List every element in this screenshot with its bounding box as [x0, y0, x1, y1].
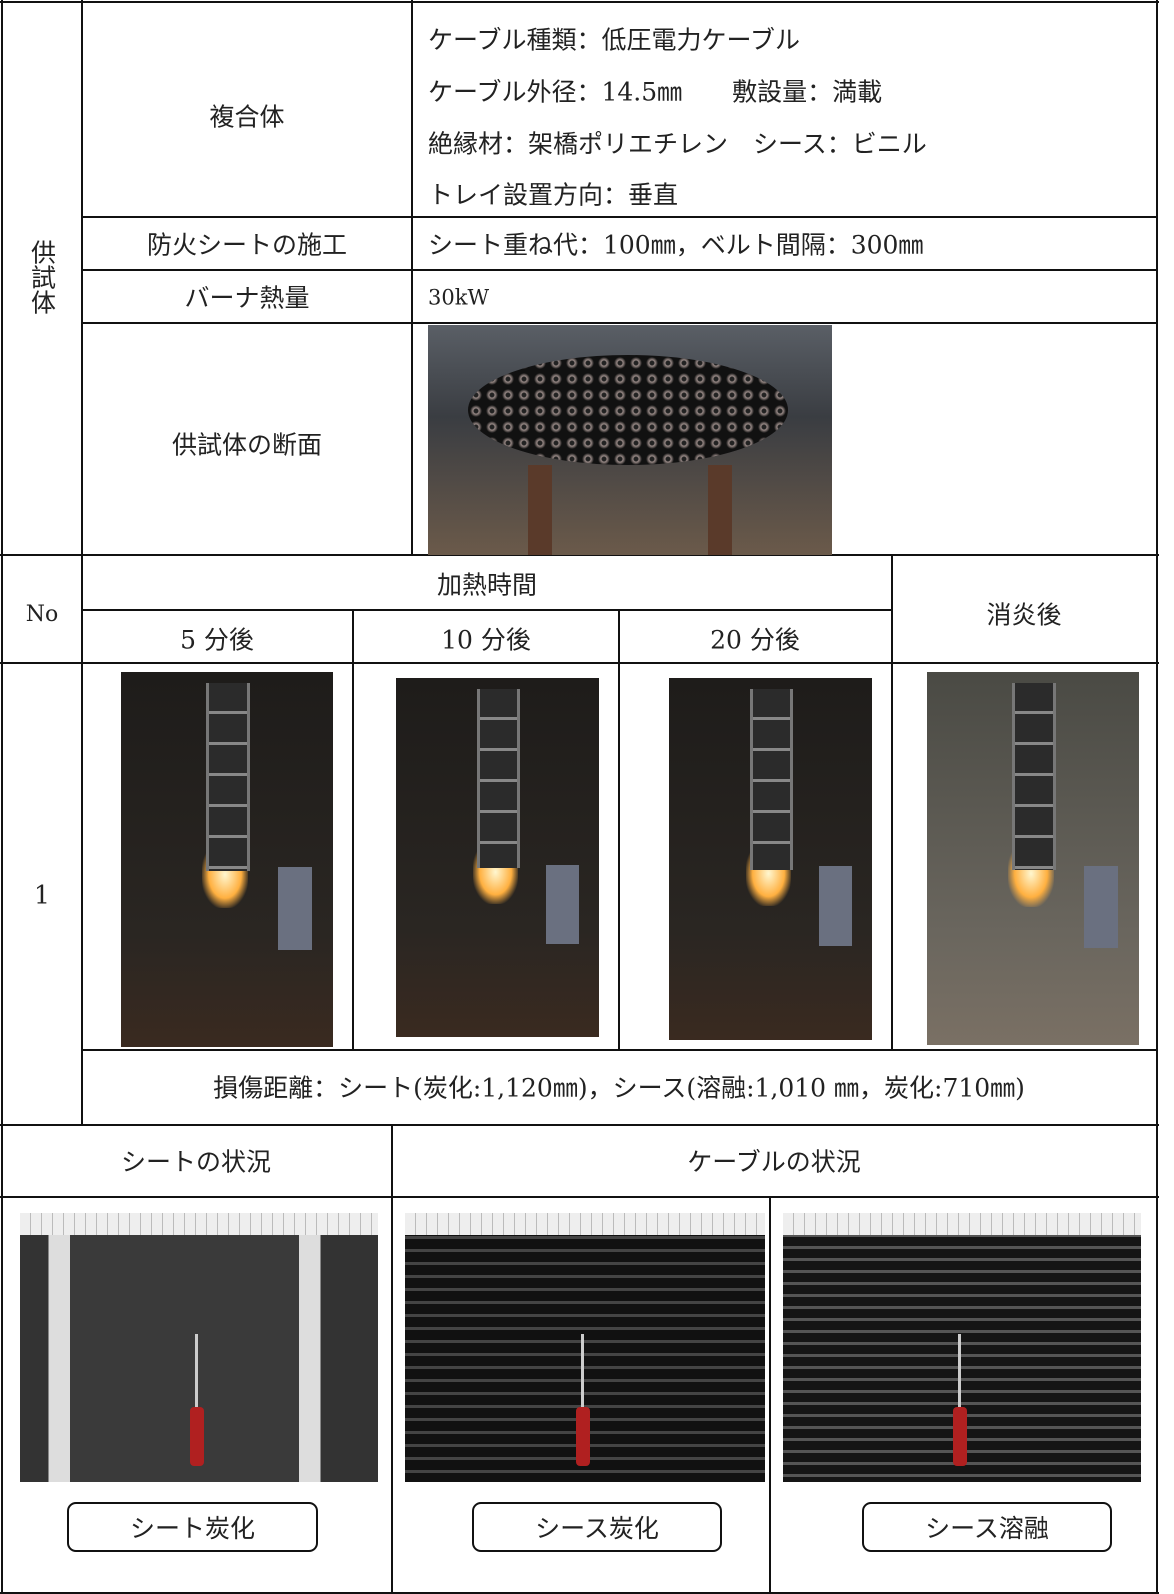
- rule: [411, 0, 413, 555]
- stand: [708, 465, 732, 555]
- specimen-label: 供試体: [27, 239, 57, 315]
- rule: [82, 216, 1157, 218]
- clock: [277, 867, 312, 950]
- ladder: [205, 683, 250, 871]
- screwdriver: [195, 1334, 199, 1410]
- ladder: [477, 688, 520, 869]
- rule: [891, 555, 893, 1050]
- rule: [82, 609, 892, 611]
- clock: [1083, 865, 1118, 948]
- rule: [769, 1197, 771, 1594]
- rule: [0, 1592, 1159, 1594]
- section-header: ケーブルの状況: [687, 1147, 861, 1177]
- rule: [0, 554, 1159, 556]
- column-header: 10 分後: [441, 625, 531, 655]
- column-header: 消炎後: [986, 600, 1062, 630]
- handle: [953, 1406, 968, 1466]
- rule: [82, 322, 1157, 324]
- stand: [528, 465, 552, 555]
- rule: [82, 1049, 1157, 1051]
- fire-photo: [396, 678, 599, 1037]
- rule: [618, 610, 620, 1050]
- screwdriver: [581, 1334, 585, 1410]
- column-header: 20 分後: [710, 625, 800, 655]
- cable-photo: [783, 1213, 1141, 1482]
- handle: [190, 1406, 205, 1466]
- ruler: [405, 1213, 765, 1235]
- rule: [81, 0, 83, 1125]
- row-label: 供試体の断面: [171, 430, 323, 460]
- group-header: 加熱時間: [436, 570, 538, 600]
- rule: [0, 1124, 1159, 1126]
- row-label: バーナ熱量: [184, 283, 310, 313]
- rule: [0, 1196, 1159, 1198]
- caption-box: シース溶融: [862, 1502, 1112, 1552]
- fire-photo: [669, 678, 872, 1040]
- rule: [82, 269, 1157, 271]
- cable-photo: [405, 1213, 765, 1482]
- spec-line: ケーブル種類：低圧電力ケーブル: [428, 25, 801, 55]
- caption-box: シート炭化: [67, 1502, 318, 1552]
- sheet-photo: [20, 1213, 378, 1482]
- clock: [819, 866, 852, 946]
- row-number: 1: [34, 880, 50, 910]
- clock: [546, 864, 579, 944]
- rule: [1156, 0, 1158, 1594]
- rule: [391, 1125, 393, 1594]
- rule: [0, 1, 1159, 3]
- screwdriver: [958, 1334, 962, 1410]
- row-value: 30kW: [428, 285, 490, 310]
- cable-bundle: [468, 355, 788, 465]
- rule: [1, 0, 3, 1594]
- no-header: No: [25, 602, 59, 627]
- spec-line: 絶縁材：架橋ポリエチレン シース：ビニル: [428, 129, 927, 159]
- handle: [576, 1406, 590, 1466]
- rule: [0, 662, 1159, 664]
- column-header: 5 分後: [180, 625, 254, 655]
- rule: [352, 610, 354, 1050]
- row-label: 防火シートの施工: [146, 230, 348, 260]
- ruler: [20, 1213, 378, 1235]
- caption-box: シース炭化: [472, 1502, 722, 1552]
- fire-photo: [121, 672, 333, 1047]
- ladder: [1011, 683, 1056, 870]
- ladder: [750, 688, 793, 870]
- row-value: シート重ね代：100㎜，ベルト間隔：300㎜: [428, 230, 924, 260]
- spec-line: トレイ設置方向：垂直: [428, 180, 679, 210]
- spec-line: ケーブル外径：14.5㎜ 敷設量：満載: [428, 77, 883, 107]
- damage-text: 損傷距離：シート(炭化:1,120㎜)，シース(溶融:1,010 ㎜，炭化:71…: [213, 1073, 1025, 1103]
- after-photo: [927, 672, 1139, 1045]
- row-label: 複合体: [209, 102, 285, 132]
- cross-section-photo: [428, 325, 832, 555]
- ruler: [783, 1213, 1141, 1235]
- section-header: シートの状況: [120, 1147, 272, 1177]
